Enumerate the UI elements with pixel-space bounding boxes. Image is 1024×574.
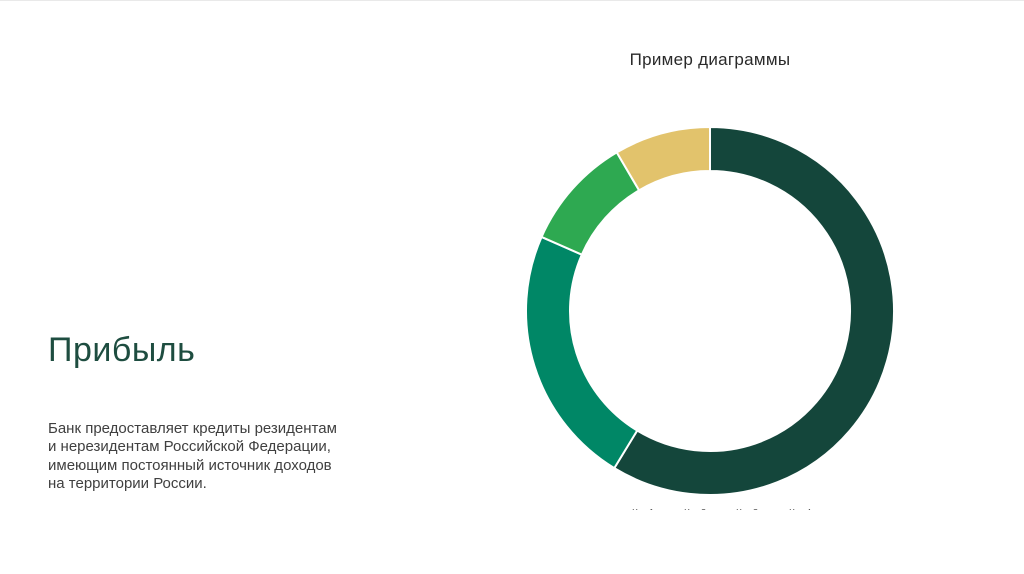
doughnut-chart: Кв. 1 Кв. 2 Кв. 3 Кв. 4 [525, 125, 895, 510]
chart-title: Пример диаграммы [629, 50, 791, 69]
slice-2 [525, 235, 639, 470]
slide-top-divider [0, 0, 1024, 1]
slice-3 [540, 151, 641, 256]
legend-label-3: Кв. 3 [736, 508, 759, 510]
chart-slices [525, 125, 895, 496]
legend-label-4: Кв. 4 [789, 508, 812, 510]
slice-1 [612, 125, 895, 496]
chart-legend: Кв. 1 Кв. 2 Кв. 3 Кв. 4 [632, 508, 812, 510]
slice-4 [615, 125, 711, 192]
slide-heading: Прибыль [48, 331, 196, 369]
legend-label-2: Кв. 2 [684, 508, 707, 510]
slide-body-text: Банк предоставляет кредиты резидентам и … [48, 420, 337, 492]
legend-label-1: Кв. 1 [632, 508, 655, 510]
